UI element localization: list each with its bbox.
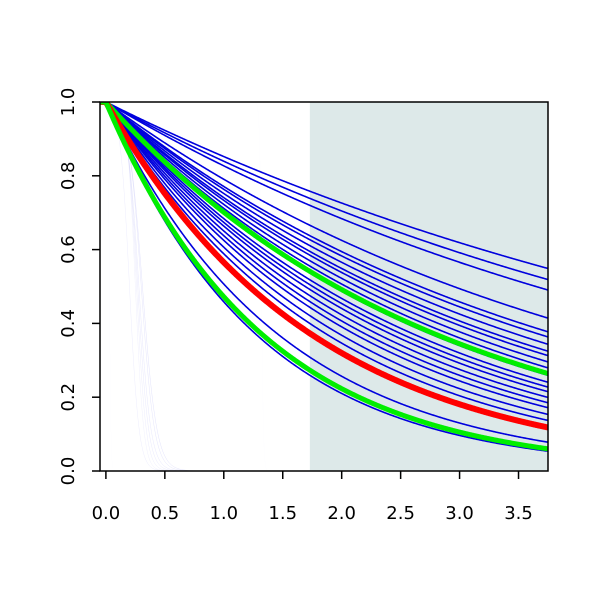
curve-blue-4 xyxy=(100,102,548,333)
x-tick-label-7: 3.5 xyxy=(504,503,533,524)
curve-blue-1 xyxy=(100,102,548,281)
curve-blue-18 xyxy=(100,102,548,416)
curve-blue-27 xyxy=(100,102,548,471)
x-tick-label-0: 0.0 xyxy=(92,503,121,524)
curve-blue-26 xyxy=(100,102,548,471)
x-tick-label-4: 2.0 xyxy=(327,503,356,524)
x-tick-label-2: 1.0 xyxy=(209,503,238,524)
curve-blue-6 xyxy=(100,102,548,346)
y-tick-label-4: 0.8 xyxy=(58,161,79,190)
x-tick-label-6: 3.0 xyxy=(445,503,474,524)
x-tick-label-5: 2.5 xyxy=(386,503,415,524)
x-tick-label-3: 1.5 xyxy=(268,503,297,524)
y-tick-label-2: 0.4 xyxy=(58,309,79,338)
curve-blue-9 xyxy=(100,102,548,363)
curve-blue-19 xyxy=(100,102,548,422)
curve-blue-0 xyxy=(100,102,548,270)
curve-blue-8 xyxy=(100,102,548,357)
curves-group xyxy=(100,102,548,471)
curve-green-33 xyxy=(100,102,548,452)
curve-blue-17 xyxy=(100,102,548,409)
curve-blue-3 xyxy=(100,102,548,319)
y-axis: 0.0 0.2 0.4 0.6 0.8 1.0 xyxy=(58,88,100,486)
curve-blue-5 xyxy=(100,102,548,338)
y-tick-label-1: 0.2 xyxy=(58,383,79,412)
shaded-region xyxy=(309,102,548,471)
curve-blue-14 xyxy=(100,102,548,393)
y-tick-label-5: 1.0 xyxy=(58,88,79,117)
y-tick-label-3: 0.6 xyxy=(58,235,79,264)
curve-red-32 xyxy=(100,102,548,431)
x-tick-label-1: 0.5 xyxy=(151,503,180,524)
curve-blue-20 xyxy=(100,102,548,443)
curve-blue-25 xyxy=(100,102,548,471)
curve-blue-13 xyxy=(100,102,548,388)
curve-blue-7 xyxy=(100,102,548,352)
y-tick-label-0: 0.0 xyxy=(58,457,79,486)
plot-frame xyxy=(99,101,549,472)
curve-blue-16 xyxy=(100,102,548,404)
curve-green-31 xyxy=(100,102,548,376)
curve-blue-12 xyxy=(100,102,548,384)
x-axis: 0.0 0.5 1.0 1.5 2.0 2.5 3.0 3.5 xyxy=(92,471,533,524)
curve-blue-15 xyxy=(100,102,548,399)
curve-blue-2 xyxy=(100,102,548,291)
